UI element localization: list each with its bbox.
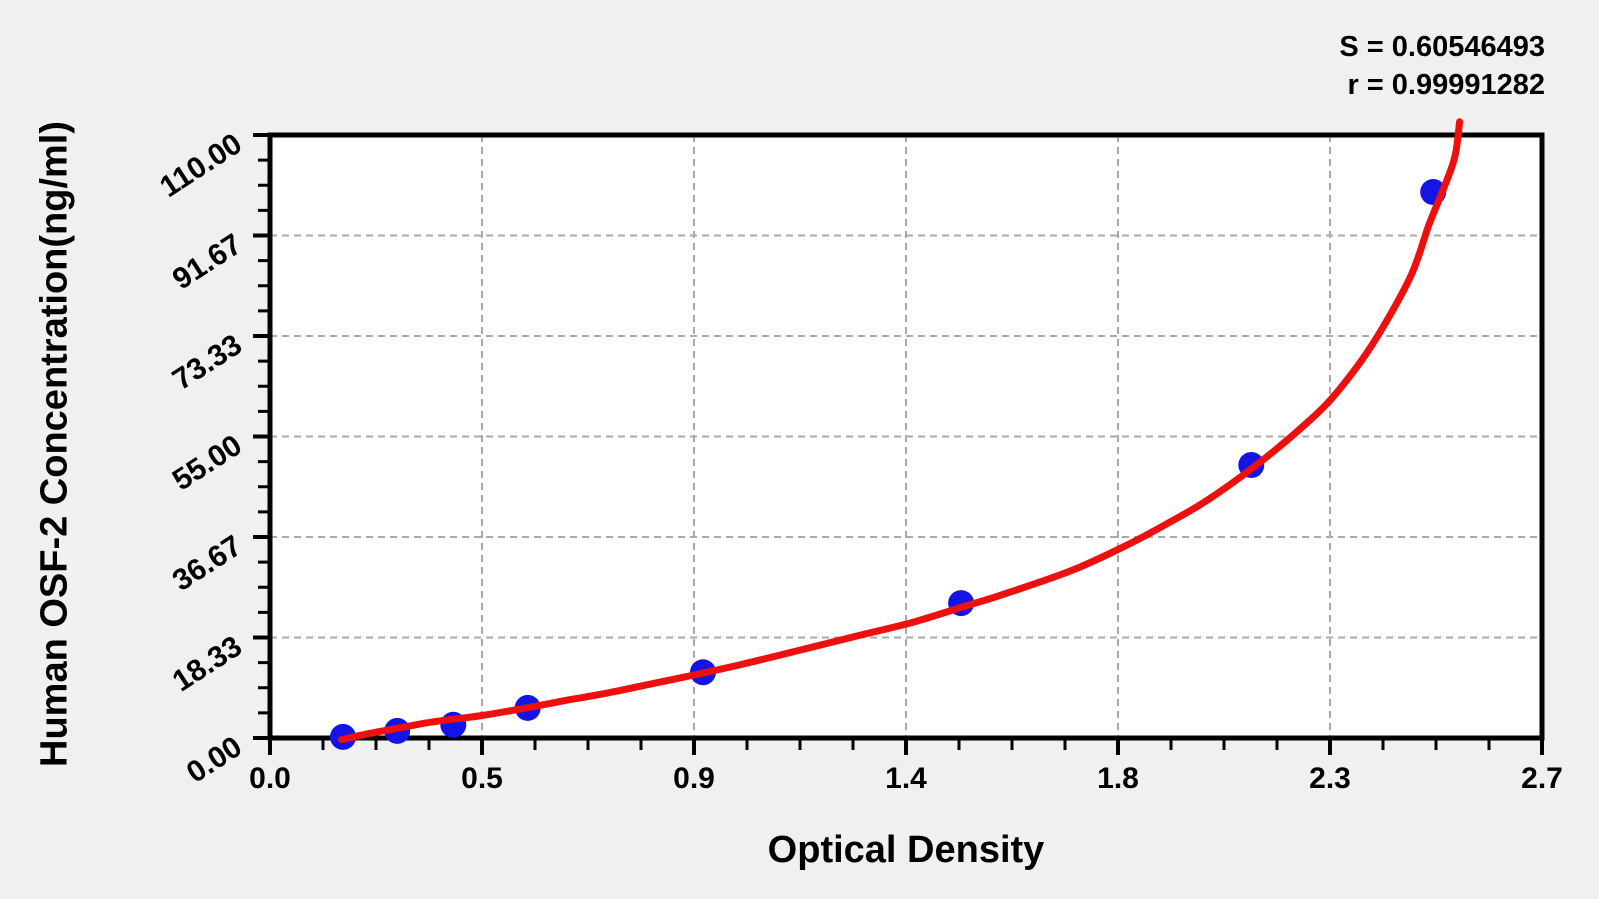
- x-tick-label: 1.4: [885, 762, 927, 795]
- y-tick-label: 91.67: [167, 228, 248, 297]
- x-tick-label: 0.9: [673, 762, 715, 795]
- stat-r-value: r = 0.99991282: [1347, 69, 1545, 101]
- y-tick-label: 18.33: [167, 630, 248, 699]
- y-tick-label: 73.33: [167, 328, 248, 397]
- y-tick-label: 36.67: [167, 529, 248, 598]
- fitted-standard-curve: [338, 118, 1464, 744]
- x-tick-label: 0.5: [461, 762, 503, 795]
- y-axis-title: Human OSF-2 Concentration(ng/ml): [33, 121, 76, 767]
- x-tick-label: 2.7: [1521, 762, 1563, 795]
- x-tick-label: 2.3: [1309, 762, 1351, 795]
- x-tick-label: 1.8: [1097, 762, 1139, 795]
- x-tick-label: 0.0: [249, 762, 291, 795]
- plot-frame: [267, 132, 1545, 741]
- x-axis-title: Optical Density: [767, 829, 1045, 871]
- y-tick-label: 110.00: [154, 127, 248, 204]
- y-tick-label: 55.00: [167, 429, 248, 498]
- y-tick-label: 0.00: [181, 730, 248, 789]
- stat-s-value: S = 0.60546493: [1339, 31, 1545, 63]
